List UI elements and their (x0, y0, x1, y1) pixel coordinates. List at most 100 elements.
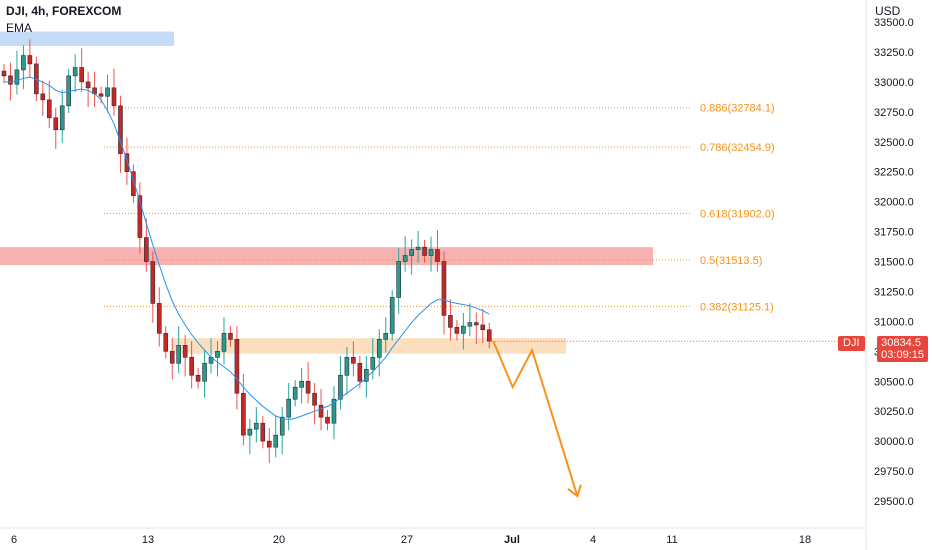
fib-label: 0.886(32784.1) (700, 103, 775, 115)
bearish-candle (40, 80, 46, 117)
candle-body (150, 261, 156, 304)
symbol-price-tag: DJI (838, 336, 865, 351)
currency-label: USD (875, 4, 901, 18)
candle-body (8, 75, 13, 85)
candle-body (137, 195, 143, 238)
candle-body (169, 351, 175, 364)
bearish-candle (92, 71, 97, 108)
candle-body (383, 333, 389, 340)
candle-body (98, 93, 104, 97)
price-tick-label: 29750.0 (874, 466, 914, 478)
bearish-candle (318, 389, 324, 431)
candle-body (176, 345, 181, 364)
bearish-candle (325, 409, 330, 431)
bullish-candle (72, 54, 78, 93)
bearish-candle (131, 164, 136, 203)
bearish-candle (118, 95, 123, 173)
price-tick-label: 29500.0 (874, 496, 914, 508)
candle-body (396, 261, 401, 298)
candle-body (448, 315, 453, 328)
bullish-candle (389, 290, 395, 341)
price-tick-label: 30250.0 (874, 406, 914, 418)
candle-body (422, 246, 427, 256)
bearish-candle (448, 299, 453, 341)
bearish-candle (241, 374, 246, 446)
price-tick-label: 31000.0 (874, 316, 914, 328)
bearish-candle (144, 218, 149, 272)
candle-body (247, 428, 253, 436)
bearish-candle (79, 48, 84, 93)
bullish-candle (292, 380, 298, 407)
last-price-tag: 30834.5 03:09:15 (877, 336, 928, 362)
fib-label: 0.786(32454.9) (700, 142, 775, 154)
bearish-candle (46, 80, 52, 128)
bearish-candle (156, 287, 162, 347)
candle-body (435, 249, 440, 262)
candle-body (454, 327, 460, 334)
candle-body (228, 333, 233, 340)
candle-body (318, 404, 324, 418)
candle-body (254, 422, 259, 430)
bearish-candle (454, 320, 460, 341)
candle-body (202, 362, 207, 382)
bullish-candle (299, 368, 304, 404)
price-tick-label: 30000.0 (874, 436, 914, 448)
price-tick-label: 31250.0 (874, 286, 914, 298)
candle-body (234, 339, 240, 394)
bearish-candle (163, 326, 169, 359)
ema-label[interactable]: EMA (6, 21, 33, 35)
candle-body (27, 55, 33, 65)
candle-body (389, 297, 395, 334)
bar-countdown: 03:09:15 (881, 349, 924, 361)
bullish-candle (396, 248, 401, 314)
time-tick-label: 20 (273, 534, 285, 546)
price-tick-label: 30500.0 (874, 376, 914, 388)
bearish-candle (53, 107, 59, 149)
time-tick-label: 11 (666, 534, 677, 546)
bullish-candle (254, 406, 259, 443)
candle-body (299, 380, 304, 388)
bullish-candle (461, 312, 466, 350)
bearish-candle (351, 341, 356, 377)
price-tick-label: 33250.0 (874, 47, 914, 59)
bullish-candle (221, 317, 227, 365)
candle-body (461, 325, 466, 334)
projection-arrow (492, 340, 582, 498)
candle-body (415, 246, 421, 250)
candle-body (292, 386, 298, 400)
price-axis: 33500.0 33250.0 33000.0 32750.0 32500.0 32250… (865, 0, 914, 550)
bearish-candle (27, 39, 33, 78)
candle-body (286, 398, 291, 418)
bullish-candle (21, 45, 26, 90)
candle-body (325, 416, 330, 424)
price-tick-label: 33000.0 (874, 77, 914, 89)
candle-body (486, 329, 492, 342)
candle-body (312, 392, 317, 406)
price-tick-label: 32250.0 (874, 167, 914, 179)
bullish-candle (247, 418, 253, 455)
bearish-candle (266, 427, 272, 464)
bearish-candle (195, 368, 201, 389)
candle-body (480, 324, 486, 331)
time-axis: 6 13 20 27 Jul 4 11 18 (0, 527, 866, 546)
time-tick-label: 27 (401, 534, 413, 546)
bearish-candle (305, 362, 311, 404)
bearish-candle (435, 230, 440, 272)
chart-title: DJI, 4h, FOREXCOM (6, 4, 122, 18)
candle-body (111, 87, 117, 107)
candle-body (215, 351, 220, 358)
bullish-candle (409, 239, 414, 275)
ema-line (4, 76, 490, 421)
candle-body (53, 117, 59, 131)
candle-body (467, 322, 473, 327)
bullish-candle (202, 350, 207, 398)
candle-body (344, 356, 350, 376)
candle-body (428, 249, 434, 256)
fib-label: 0.382(31125.1) (700, 301, 774, 313)
candle-body (72, 67, 78, 77)
candle-body (376, 339, 382, 358)
bearish-candle (150, 251, 156, 323)
candle-body (40, 93, 46, 101)
bullish-candle (344, 347, 350, 395)
